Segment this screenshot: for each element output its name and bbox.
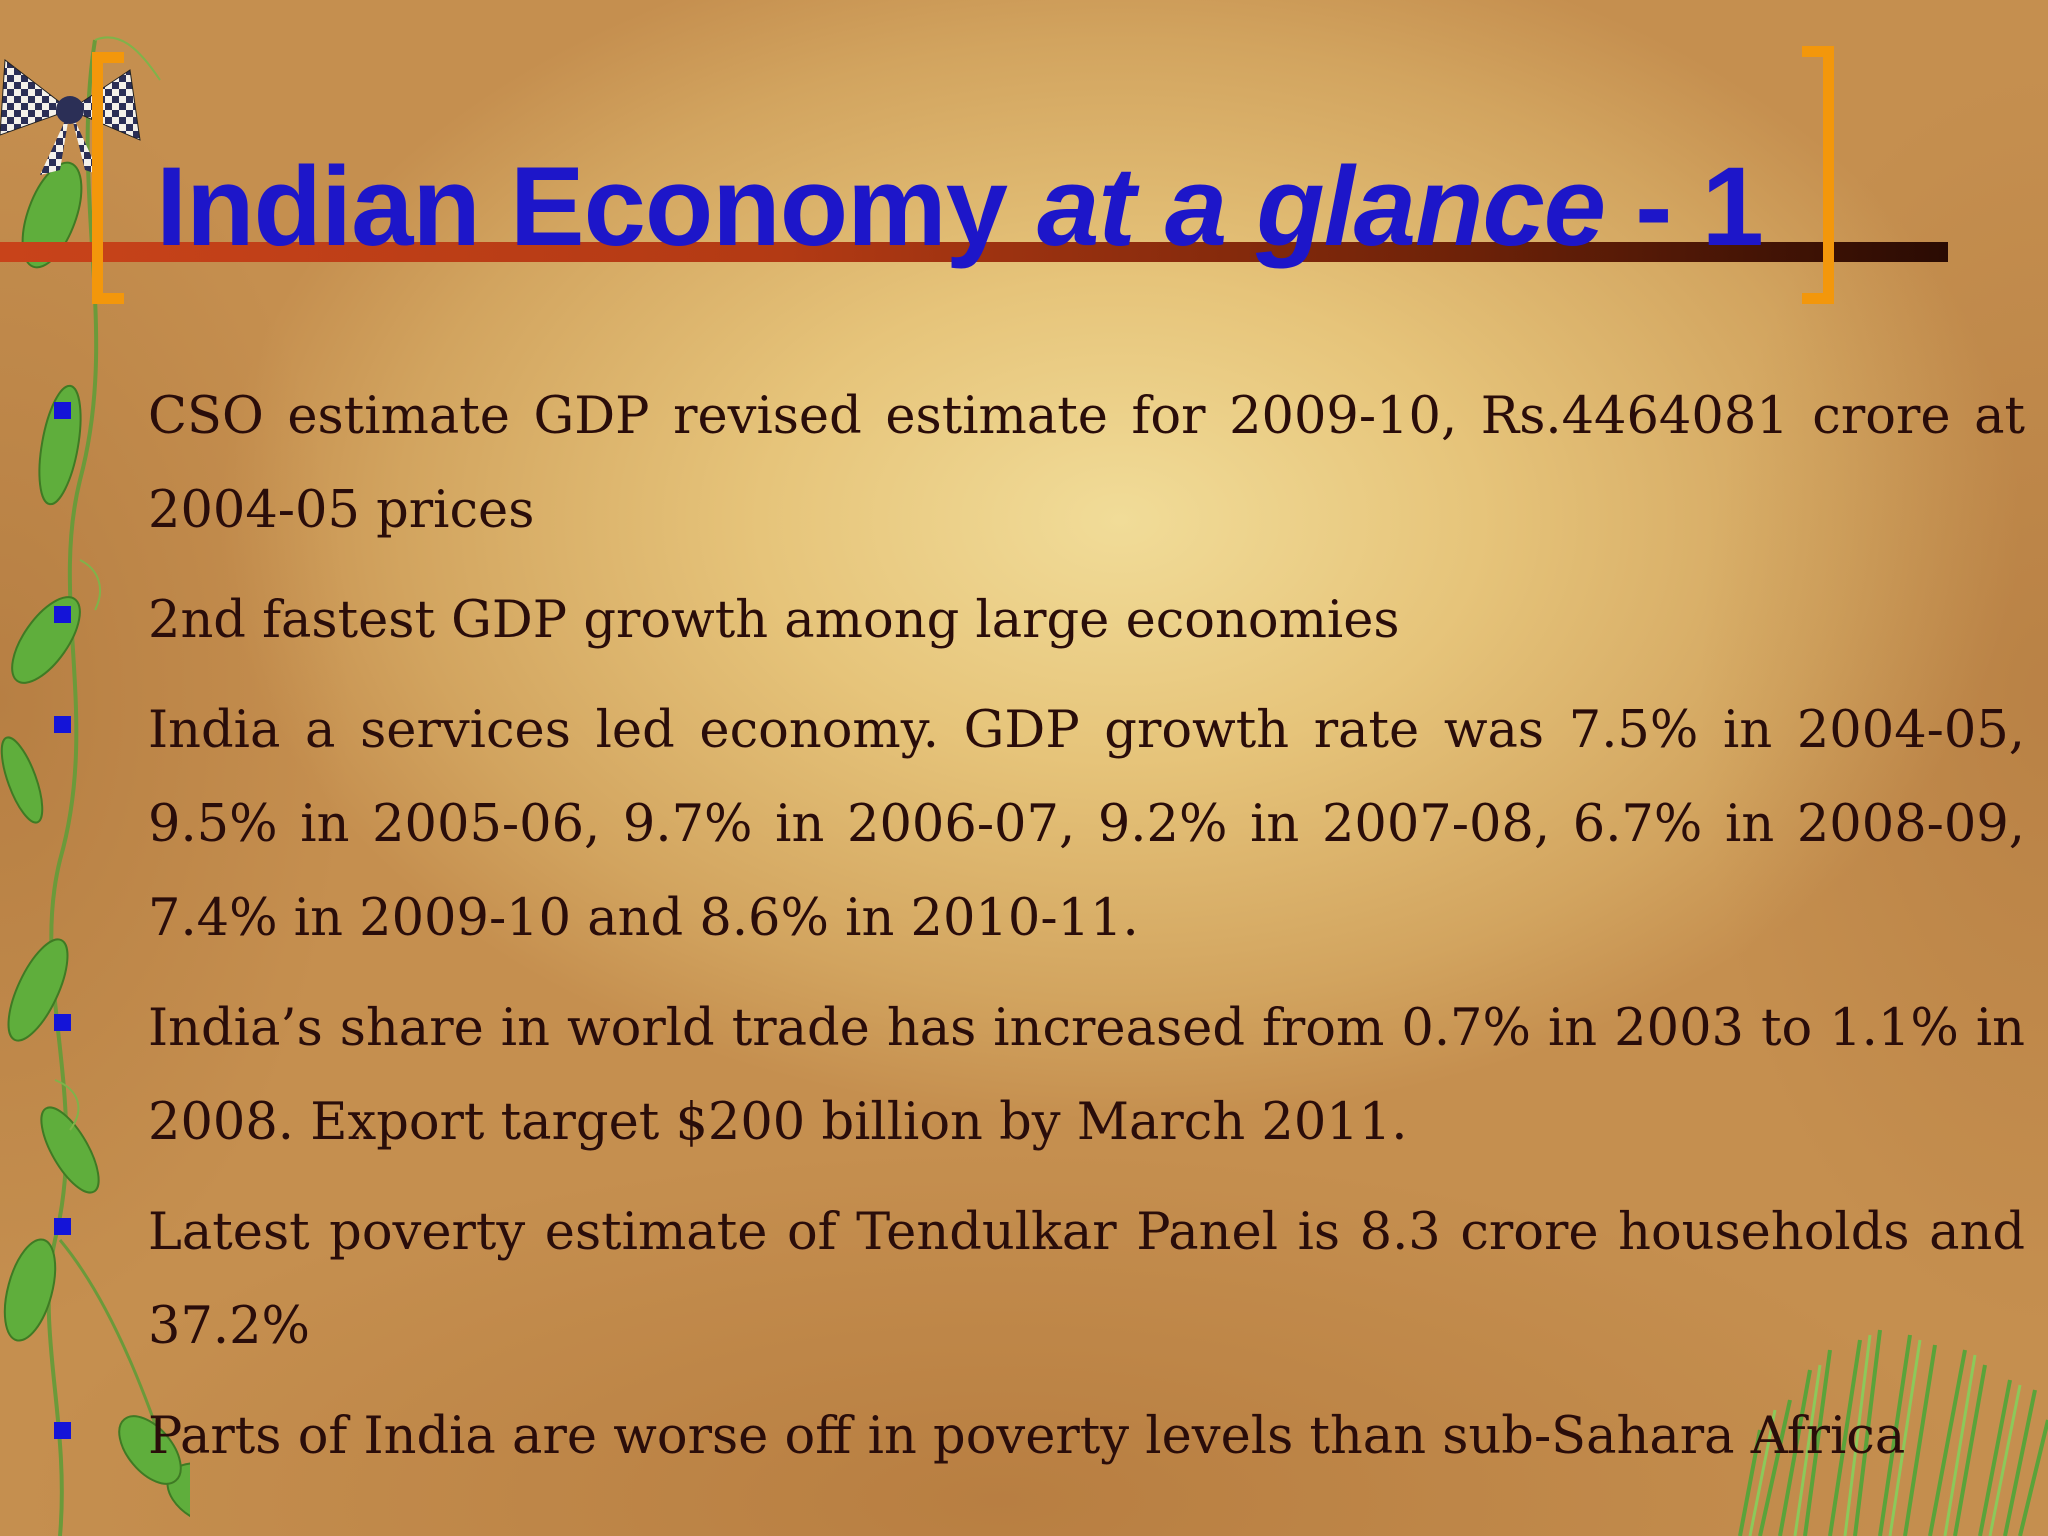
- bullet-item: India a services led economy. GDP growth…: [40, 684, 2025, 966]
- bullet-square-icon: [54, 716, 71, 733]
- title-suffix: - 1: [1605, 144, 1764, 269]
- bullet-text: CSO estimate GDP revised estimate for 20…: [148, 387, 2025, 540]
- bullet-item: 2nd fastest GDP growth among large econo…: [40, 574, 2025, 668]
- title-rule: [0, 242, 1948, 262]
- bullet-text: India’s share in world trade has increas…: [148, 999, 2025, 1152]
- bullet-item: CSO estimate GDP revised estimate for 20…: [40, 370, 2025, 558]
- bullet-item: India’s share in world trade has increas…: [40, 982, 2025, 1170]
- bullet-square-icon: [54, 1422, 71, 1439]
- title-main: Indian Economy: [156, 144, 1038, 269]
- bullet-list: CSO estimate GDP revised estimate for 20…: [40, 370, 2025, 1500]
- bullet-square-icon: [54, 402, 71, 419]
- bullet-square-icon: [54, 1218, 71, 1235]
- bullet-text: 2nd fastest GDP growth among large econo…: [148, 591, 1400, 650]
- bow-decoration: [0, 59, 141, 175]
- grass-decoration: [1738, 1329, 2048, 1536]
- left-bracket-decoration: [92, 52, 124, 304]
- vine-decoration: [0, 36, 190, 1536]
- title-italic: at a glance: [1037, 144, 1606, 269]
- bullet-item: Latest poverty estimate of Tendulkar Pan…: [40, 1186, 2025, 1374]
- bullet-text: India a services led economy. GDP growth…: [148, 701, 2025, 948]
- slide-title: Indian Economy at a glance - 1: [156, 142, 1764, 272]
- bullet-square-icon: [54, 1014, 71, 1031]
- bullet-item: Parts of India are worse off in poverty …: [40, 1390, 2025, 1484]
- bullet-square-icon: [54, 606, 71, 623]
- bullet-text: Latest poverty estimate of Tendulkar Pan…: [148, 1203, 2025, 1356]
- right-bracket-decoration: [1802, 46, 1834, 304]
- bullet-text: Parts of India are worse off in poverty …: [148, 1407, 1906, 1466]
